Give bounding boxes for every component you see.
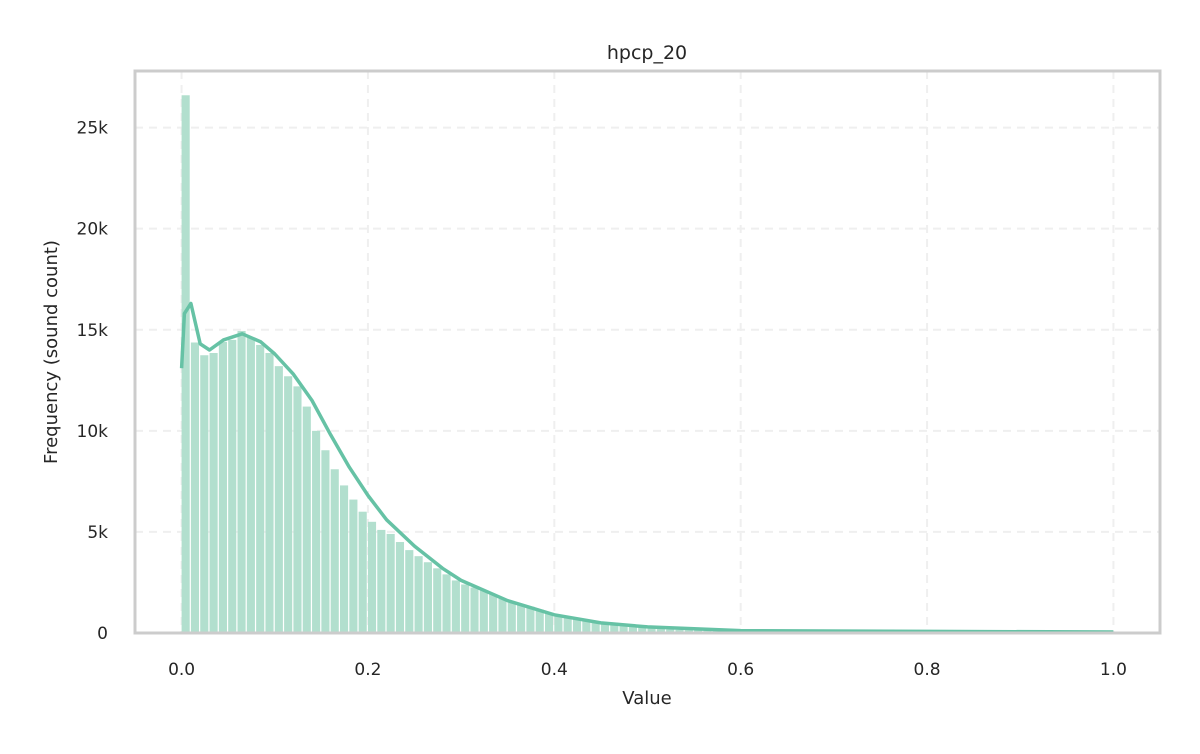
bars — [181, 95, 1113, 634]
histogram-bar — [470, 587, 479, 633]
x-axis-label: Value — [622, 688, 671, 709]
histogram-bar — [600, 623, 610, 633]
histogram-bar — [442, 574, 451, 633]
histogram-bar — [302, 406, 311, 633]
histogram-bar — [377, 529, 386, 633]
histogram-bar — [647, 628, 656, 633]
histogram-bar — [218, 341, 227, 633]
histogram-bar — [340, 485, 349, 633]
histogram-bar — [666, 629, 675, 633]
histogram-bar — [284, 376, 293, 633]
histogram-bar — [246, 337, 255, 633]
histogram-bar — [461, 584, 470, 633]
plot-frame — [133, 69, 1162, 635]
x-ticks: 0.0 0.2 0.4 0.6 0.8 1.0 — [168, 660, 1127, 680]
histogram-bar — [293, 386, 302, 633]
histogram-bar — [358, 511, 367, 633]
x-tick-label: 0.8 — [914, 660, 941, 680]
histogram-bar — [489, 594, 498, 633]
histogram-bar — [274, 366, 283, 633]
y-tick-label: 0 — [97, 624, 108, 644]
histogram-bar — [628, 626, 637, 633]
histogram-bar — [656, 628, 665, 633]
histogram-bar — [517, 604, 526, 633]
histogram-bar — [554, 614, 563, 633]
x-tick-label: 0.2 — [354, 660, 381, 680]
histogram-bar — [582, 620, 591, 633]
histogram-bar — [507, 602, 516, 633]
histogram-bar — [414, 556, 423, 633]
y-tick-label: 5k — [87, 523, 108, 543]
histogram-bar — [638, 627, 647, 633]
histogram-bar — [591, 622, 600, 633]
histogram-bar — [572, 618, 582, 633]
histogram-bar — [545, 612, 554, 633]
histogram-bar — [256, 344, 265, 633]
histogram-bar — [451, 580, 460, 633]
histogram-bar — [321, 450, 330, 633]
y-tick-label: 25k — [77, 119, 109, 139]
histogram-bar — [237, 330, 246, 633]
histogram-bar — [610, 624, 619, 633]
histogram-bar — [479, 590, 488, 633]
histogram-bar — [228, 339, 237, 633]
histogram-bar — [312, 430, 321, 633]
histogram-bar — [265, 353, 274, 633]
histogram-bar — [675, 629, 684, 633]
histogram-bar — [395, 542, 405, 633]
histogram-bar — [367, 521, 377, 633]
histogram-bar — [190, 342, 200, 633]
histogram-bar — [405, 550, 414, 633]
histogram-bar — [535, 609, 544, 633]
x-tick-label: 0.6 — [727, 660, 754, 680]
histogram-bar — [181, 95, 190, 634]
histogram-bar — [433, 568, 442, 633]
y-tick-label: 15k — [77, 321, 109, 341]
y-ticks: 0 5k 10k 15k 20k 25k — [77, 119, 109, 644]
y-tick-label: 20k — [77, 220, 109, 240]
y-axis-label: Frequency (sound count) — [41, 240, 62, 464]
histogram-bar — [423, 562, 432, 633]
histogram-bar — [209, 353, 218, 633]
x-tick-label: 1.0 — [1100, 660, 1127, 680]
histogram-bar — [526, 606, 535, 633]
x-tick-label: 0.4 — [541, 660, 568, 680]
histogram-bar — [619, 625, 628, 633]
histogram-bar — [200, 355, 209, 633]
histogram-bar — [330, 469, 339, 633]
histogram-bar — [349, 499, 358, 633]
y-tick-label: 10k — [77, 422, 109, 442]
x-tick-label: 0.0 — [168, 660, 195, 680]
histogram-bar — [563, 616, 572, 633]
kde-line — [179, 301, 1114, 634]
chart-title: hpcp_20 — [607, 42, 687, 64]
histogram-bar — [386, 533, 395, 633]
histogram-bar — [498, 598, 507, 633]
